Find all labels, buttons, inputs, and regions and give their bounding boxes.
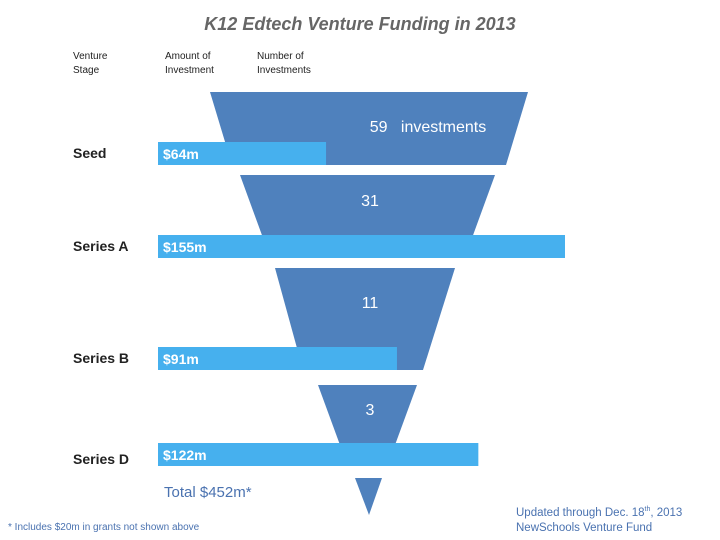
amount-bar-seed xyxy=(158,142,327,165)
footnote: * Includes $20m in grants not shown abov… xyxy=(8,522,200,533)
count-label-series-b: 11 xyxy=(362,295,379,312)
source-note: Updated through Dec. 18th, 2013 NewSchoo… xyxy=(516,502,682,536)
column-header-amount-line2: Investment xyxy=(165,65,214,76)
total-label: Total $452m* xyxy=(164,484,252,501)
column-header-amount: Amount of Investment xyxy=(165,50,214,78)
column-header-number: Number of Investments xyxy=(257,50,311,78)
stage-label-seed: Seed xyxy=(73,145,107,161)
funnel-segment-series-d xyxy=(318,385,417,445)
updated-line: Updated through Dec. 18th, 2013 xyxy=(516,502,682,521)
column-header-number-line2: Investments xyxy=(257,65,311,76)
amount-label-series-b: $91m xyxy=(163,351,199,367)
stage-label-series-a: Series A xyxy=(73,238,129,254)
count-label-seed: 59 investments xyxy=(370,119,487,136)
count-label-series-a: 31 xyxy=(361,193,379,210)
funnel-segment-series-a xyxy=(240,175,495,238)
amount-label-series-a: $155m xyxy=(163,239,207,255)
column-header-stage: Venture Stage xyxy=(73,50,107,78)
stage-label-series-d: Series D xyxy=(73,451,130,467)
amount-bar-series-a xyxy=(158,235,565,258)
column-header-amount-line1: Amount of xyxy=(165,51,211,62)
updated-suffix: , 2013 xyxy=(650,506,683,519)
updated-prefix: Updated through Dec. 18 xyxy=(516,506,645,519)
column-header-stage-line2: Stage xyxy=(73,65,100,76)
column-header-stage-line1: Venture xyxy=(73,51,108,62)
updated-sup: th xyxy=(644,506,651,513)
amount-label-series-d: $122m xyxy=(163,447,207,463)
amount-bar-series-d xyxy=(158,443,479,466)
stage-label-series-b: Series B xyxy=(73,350,130,366)
amount-label-seed: $64m xyxy=(163,146,199,162)
funnel-segment-series-b xyxy=(275,268,455,370)
source-org: NewSchools Venture Fund xyxy=(516,521,653,534)
amount-bar-series-b xyxy=(158,347,397,370)
count-label-series-d: 3 xyxy=(366,402,375,419)
chart-title: K12 Edtech Venture Funding in 2013 xyxy=(204,14,516,34)
column-header-number-line1: Number of xyxy=(257,51,304,62)
funnel-tip xyxy=(355,478,382,515)
